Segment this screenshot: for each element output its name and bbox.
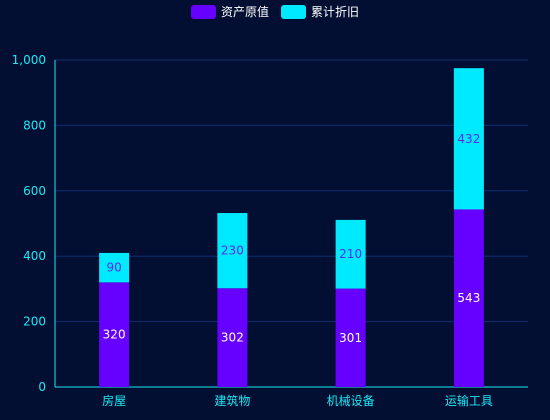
y-tick-label: 800 xyxy=(23,118,46,132)
bar-value-label: 320 xyxy=(103,328,126,342)
legend-label-asset-value: 资产原值 xyxy=(220,5,269,19)
bar-value-label: 543 xyxy=(457,291,480,305)
legend-item-asset-value[interactable]: 资产原值 xyxy=(190,4,269,20)
y-tick-label: 200 xyxy=(23,315,46,329)
bar-value-label: 90 xyxy=(106,261,121,275)
y-tick-label: 1,000 xyxy=(12,53,46,67)
y-tick-label: 400 xyxy=(23,249,46,263)
x-tick-label: 运输工具 xyxy=(445,393,493,408)
x-tick-label: 房屋 xyxy=(102,393,126,408)
bar-value-label: 210 xyxy=(339,247,362,261)
bar-value-label: 432 xyxy=(457,132,480,146)
x-tick-label: 建筑物 xyxy=(214,393,250,408)
bar-value-label: 230 xyxy=(221,244,244,258)
bar-segment xyxy=(335,288,366,387)
bar-segment xyxy=(453,209,484,387)
bar-segment xyxy=(217,213,248,289)
bar-segment xyxy=(335,219,366,289)
bar-segment xyxy=(99,282,130,387)
y-tick-label: 600 xyxy=(23,184,46,198)
legend-swatch-asset-value xyxy=(190,5,216,19)
bar-value-label: 302 xyxy=(221,331,244,345)
bar-segment xyxy=(99,252,130,283)
legend-item-depreciation[interactable]: 累计折旧 xyxy=(281,4,359,20)
chart-legend: 资产原值 累计折旧 xyxy=(0,4,550,20)
bar-segment xyxy=(453,68,484,210)
bar-segment xyxy=(217,288,248,387)
x-tick-label: 机械设备 xyxy=(327,393,375,408)
legend-label-depreciation: 累计折旧 xyxy=(311,5,360,19)
bar-value-label: 301 xyxy=(339,331,362,345)
y-tick-label: 0 xyxy=(38,380,46,394)
legend-swatch-depreciation xyxy=(281,5,306,19)
